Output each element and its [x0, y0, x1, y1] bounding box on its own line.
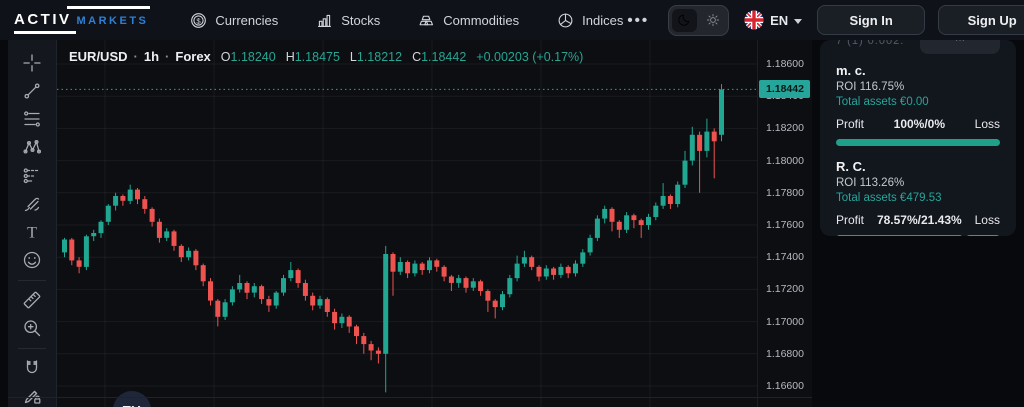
price-tick: 1.17400: [766, 251, 804, 264]
trader-cards: m. c. ROI 116.75% Total assets €0.00 Profit…: [836, 63, 1000, 236]
top-nav: ACTIV MARKETS $ Currencies Stocks Commoditi…: [0, 0, 1024, 40]
emoji-tool-icon[interactable]: [17, 249, 47, 270]
uk-flag-icon: [744, 10, 764, 30]
chart-legend: EUR/USD · 1h · Forex O1.18240 H1.18475 L…: [69, 49, 584, 64]
tradingview-logo[interactable]: TV: [113, 391, 151, 407]
text-tool-icon[interactable]: T: [17, 221, 47, 242]
cutoff-text: 7 (1) 0.002.: [836, 40, 905, 47]
trader-assets: Total assets €0.00: [836, 96, 929, 108]
time-axis-divider: [8, 397, 812, 398]
svg-text:$: $: [197, 16, 202, 25]
pie-chart-icon: [557, 12, 574, 29]
gold-bars-icon: [418, 12, 435, 29]
trader-name: m. c.: [836, 63, 866, 78]
profit-label: Profit: [836, 213, 865, 227]
high-value: 1.18475: [294, 49, 340, 64]
sign-in-button[interactable]: Sign In: [817, 5, 926, 35]
fib-retracement-tool-icon[interactable]: [17, 108, 47, 129]
bar-chart-icon: [316, 12, 333, 29]
zoom-in-tool-icon[interactable]: [17, 318, 47, 339]
drawing-toolbar: T: [8, 40, 57, 407]
trader-roi: ROI 116.75%: [836, 81, 905, 93]
trader-card[interactable]: R. C. ROI 113.26% Total assets €479.53 Prof…: [836, 159, 1000, 236]
market-nav: $ Currencies Stocks Commodities Indices: [190, 12, 623, 29]
activmarkets-logo[interactable]: ACTIV MARKETS: [14, 6, 151, 34]
profit-label: Profit: [836, 117, 865, 131]
price-tick: 1.18200: [766, 122, 804, 135]
nav-item-stocks[interactable]: Stocks: [316, 12, 380, 29]
ruler-tool-icon[interactable]: [17, 289, 47, 310]
loss-label: Loss: [974, 117, 1000, 131]
last-price-tag: 1.18442: [759, 80, 810, 99]
sign-up-button[interactable]: Sign Up: [938, 5, 1024, 35]
sun-icon[interactable]: [700, 9, 725, 32]
price-tick: 1.17600: [766, 219, 804, 231]
candlestick-canvas[interactable]: [57, 40, 757, 407]
toolbar-divider: [18, 279, 46, 281]
language-selector[interactable]: EN: [744, 10, 803, 30]
crosshair-tool-icon[interactable]: [17, 52, 47, 73]
loss-label: Loss: [974, 213, 1000, 227]
price-tick: 1.17000: [766, 315, 804, 328]
chevron-down-icon: [794, 18, 803, 24]
more-menu-button[interactable]: •••: [623, 8, 653, 33]
moon-icon[interactable]: [672, 8, 698, 32]
trader-card[interactable]: m. c. ROI 116.75% Total assets €0.00 Profit…: [836, 63, 1000, 146]
profit-bar-segment: [836, 235, 963, 236]
toolbar-divider: [18, 347, 46, 349]
profit-loss-ratio: 78.57%/21.43%: [876, 213, 962, 227]
trader-name: R. C.: [836, 159, 866, 174]
cutoff-button[interactable]: ···: [920, 40, 1000, 54]
profit-bar-segment: [836, 139, 1000, 146]
chart-widget: T EUR/USD · 1h · Forex O1.18240 H1.18475…: [8, 40, 812, 407]
profit-loss-bar: [836, 235, 1000, 236]
nav-item-commodities[interactable]: Commodities: [418, 12, 519, 29]
price-tick: 1.17800: [766, 186, 804, 199]
logo-markets-text: MARKETS: [76, 15, 149, 27]
symbol-label: EUR/USD: [69, 49, 128, 64]
interval-label: 1h: [143, 49, 160, 64]
price-tick: 1.17200: [766, 283, 804, 296]
forecast-tool-icon[interactable]: [17, 165, 47, 186]
profit-loss-ratio: 100%/0%: [893, 117, 946, 131]
svg-text:T: T: [27, 224, 37, 241]
low-value: 1.18212: [356, 49, 403, 64]
logo-activ-text: ACTIV: [14, 11, 72, 28]
price-axis[interactable]: 1.18442 1.186001.184001.182001.180001.17…: [757, 40, 812, 407]
language-code: EN: [770, 12, 789, 28]
trader-assets: Total assets €479.53: [836, 192, 942, 204]
price-tick: 1.18600: [766, 58, 804, 70]
draw-lock-tool-icon[interactable]: [17, 386, 47, 407]
price-tick: 1.18000: [766, 154, 804, 167]
theme-toggle[interactable]: [668, 4, 730, 36]
magnet-tool-icon[interactable]: [17, 358, 47, 379]
nav-item-indices[interactable]: Indices: [557, 12, 623, 29]
xabcd-pattern-tool-icon[interactable]: [17, 137, 47, 158]
close-value: 1.18442: [421, 49, 467, 64]
price-chart[interactable]: EUR/USD · 1h · Forex O1.18240 H1.18475 L…: [57, 40, 757, 407]
open-value: 1.18240: [230, 49, 276, 64]
trend-line-tool-icon[interactable]: [17, 80, 47, 101]
traders-panel: 7 (1) 0.002. ··· m. c. ROI 116.75% Total a…: [820, 40, 1016, 236]
nav-right: ••• EN Sign In Sign Up: [623, 4, 1024, 36]
brush-tool-icon[interactable]: [17, 193, 47, 214]
price-tick: 1.16600: [766, 380, 804, 392]
profit-loss-bar: [836, 139, 1000, 146]
loss-bar-segment: [965, 235, 1000, 236]
change-value: +0.00203 (+0.17%): [476, 49, 584, 64]
cutoff-trader-row: 7 (1) 0.002. ···: [836, 40, 1000, 56]
trader-roi: ROI 113.26%: [836, 177, 905, 189]
market-label: Forex: [175, 49, 211, 64]
nav-item-currencies[interactable]: $ Currencies: [190, 12, 278, 29]
coin-dollar-icon: $: [190, 12, 207, 29]
price-tick: 1.16800: [766, 347, 804, 360]
